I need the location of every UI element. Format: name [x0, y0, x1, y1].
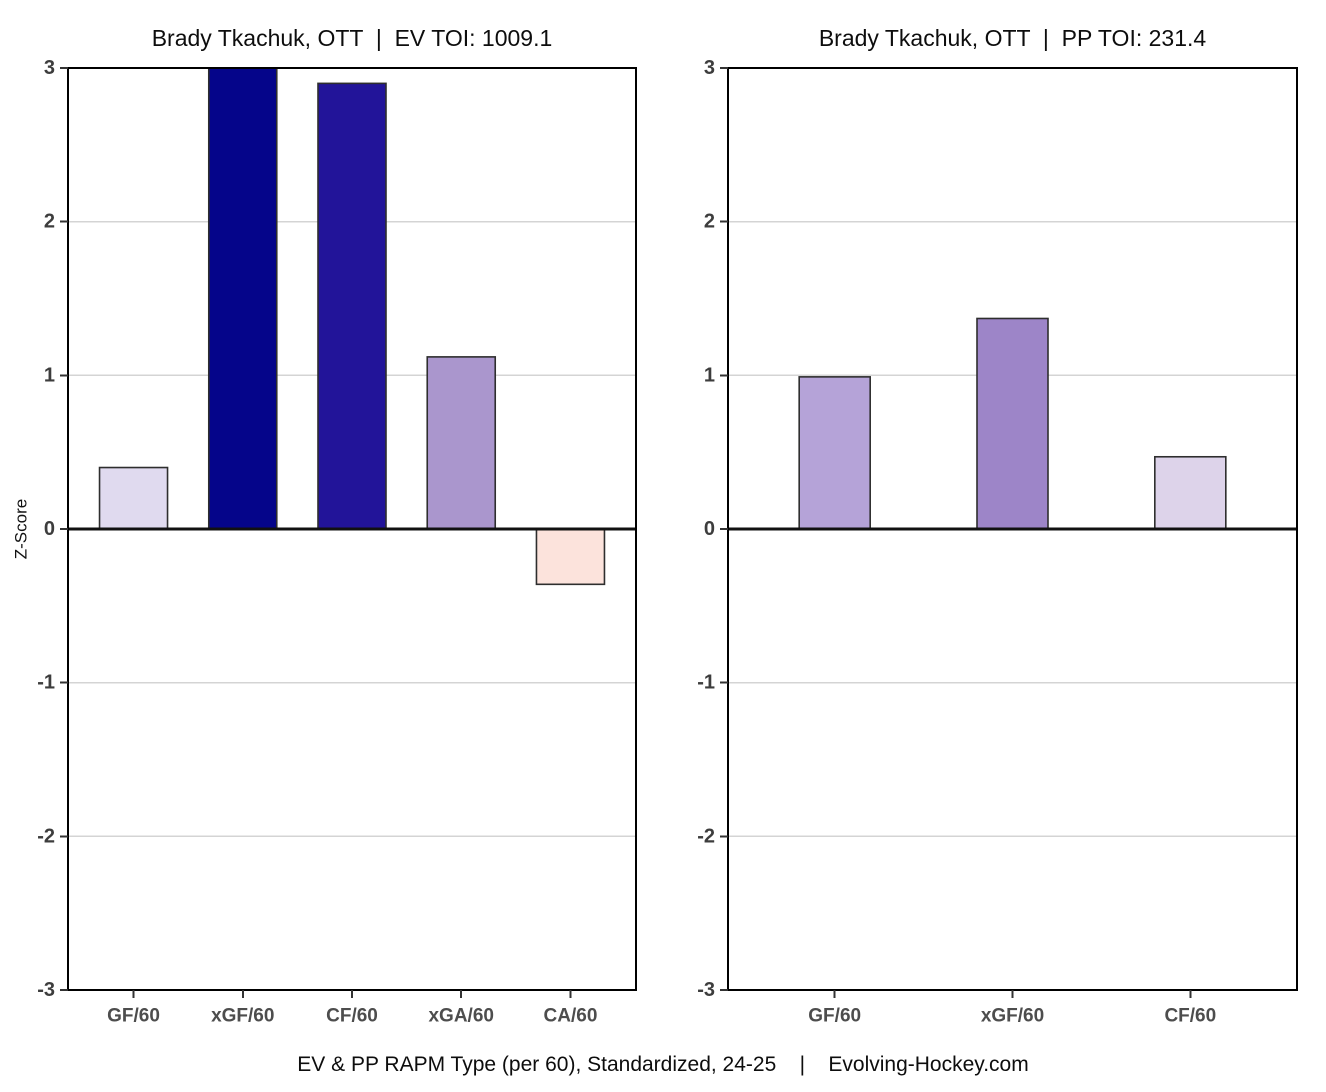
- x-tick-label-xgf60: xGF/60: [981, 1006, 1044, 1027]
- x-tick-label-xga60: xGA/60: [428, 1006, 493, 1027]
- x-tick-label-ca60: CA/60: [544, 1006, 598, 1027]
- y-tick-label-3: 3: [704, 57, 715, 79]
- y-tick-label--2: -2: [697, 825, 715, 847]
- x-tick-label-gf60: GF/60: [808, 1006, 861, 1027]
- y-tick-label-2: 2: [704, 211, 715, 233]
- bar-cf60: [1154, 455, 1227, 530]
- y-axis-title: Z-Score: [12, 499, 31, 559]
- x-tick-label-cf60: CF/60: [1164, 1006, 1216, 1027]
- x-tick-label-xgf60: xGF/60: [211, 1006, 274, 1027]
- y-tick-label-0: 0: [44, 518, 55, 540]
- figure-caption: EV & PP RAPM Type (per 60), Standardized…: [297, 1053, 1029, 1076]
- chart-pp-rapm: 3 2 1 0 -1 -2 -3 GF/60 xGF/60 CF/60: [697, 57, 1298, 1027]
- chart-title-pp: Brady Tkachuk, OTT | PP TOI: 231.4: [818, 25, 1207, 51]
- y-tick-label--1: -1: [37, 672, 55, 694]
- bar-gf60: [798, 376, 871, 530]
- y-tick-label-0: 0: [704, 518, 715, 540]
- x-tick-label-cf60: CF/60: [326, 1006, 378, 1027]
- y-tick-label-1: 1: [704, 364, 715, 386]
- y-tick-label-3: 3: [44, 57, 55, 79]
- y-tick-label--3: -3: [37, 979, 55, 1001]
- bar-xgf60: [207, 67, 278, 530]
- chart-title-ev: Brady Tkachuk, OTT | EV TOI: 1009.1: [151, 25, 553, 51]
- y-tick-label--1: -1: [697, 672, 715, 694]
- chart-ev-rapm: 3 2 1 0 -1 -2 -3 GF/60 xGF/60 CF/60 xGA/60 CA/60 Z-S…: [12, 57, 637, 1027]
- y-tick-label--3: -3: [697, 979, 715, 1001]
- y-tick-label--2: -2: [37, 825, 55, 847]
- y-tick-label-2: 2: [44, 211, 55, 233]
- bar-ca60: [535, 528, 606, 586]
- bar-gf60: [98, 466, 169, 530]
- y-tick-label-1: 1: [44, 364, 55, 386]
- bar-xgf60: [976, 317, 1049, 530]
- bar-xga60: [426, 356, 497, 530]
- x-tick-label-gf60: GF/60: [107, 1006, 160, 1027]
- bar-cf60: [317, 82, 387, 530]
